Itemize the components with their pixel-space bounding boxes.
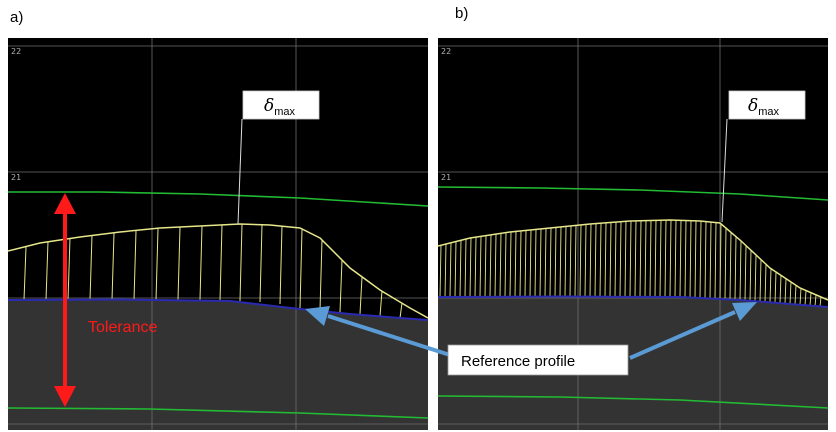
tolerance-double-arrow bbox=[54, 193, 76, 407]
panel-a-tick-22: 22 bbox=[11, 47, 21, 56]
panel-a-measured-profile bbox=[8, 223, 428, 319]
reference-profile-callout: Reference profile bbox=[447, 344, 629, 376]
panel-b-delta-subscript: max bbox=[758, 106, 779, 118]
panel-b-upper-tolerance-line bbox=[438, 186, 828, 201]
panel-b-delta-symbol: δ bbox=[748, 96, 758, 116]
reference-arrow-right bbox=[629, 302, 757, 360]
tolerance-label: Tolerance bbox=[88, 319, 157, 336]
panel-b-delta-max-callout: δmax bbox=[728, 90, 806, 120]
panel-b-deviation-hatching bbox=[439, 219, 822, 307]
panel-a-upper-tolerance-line bbox=[8, 191, 428, 207]
panel-a-lower-tolerance-line bbox=[8, 407, 428, 419]
panel-a-tick-21: 21 bbox=[11, 173, 21, 182]
panel-a-delta-max-callout: δmax bbox=[242, 90, 320, 120]
panel-b-delta-leader bbox=[721, 118, 728, 223]
panel-b-reference-profile bbox=[438, 295, 828, 308]
panel-a-ground bbox=[8, 299, 428, 430]
reference-profile-label: Reference profile bbox=[461, 353, 575, 370]
panel-a-delta-subscript: max bbox=[274, 106, 295, 118]
panel-a-delta-leader bbox=[237, 118, 243, 225]
panel-b-delta-max-label: δmax bbox=[748, 96, 780, 118]
panel-b-measured-profile bbox=[438, 219, 828, 301]
panel-b-lower-tolerance-line bbox=[438, 395, 828, 409]
panel-a-label: a) bbox=[10, 9, 23, 26]
panel-a-reference-profile bbox=[8, 298, 428, 321]
panel-a-plot: 22 21 bbox=[8, 38, 428, 430]
panel-a-delta-symbol: δ bbox=[264, 96, 274, 116]
panel-b-tick-21: 21 bbox=[441, 173, 451, 182]
panel-a-delta-max-label: δmax bbox=[264, 96, 296, 118]
reference-arrow-left bbox=[305, 306, 451, 357]
panel-a-deviation-hatching bbox=[23, 223, 403, 319]
panel-b-tick-22: 22 bbox=[441, 47, 451, 56]
panel-b-label: b) bbox=[455, 5, 468, 22]
